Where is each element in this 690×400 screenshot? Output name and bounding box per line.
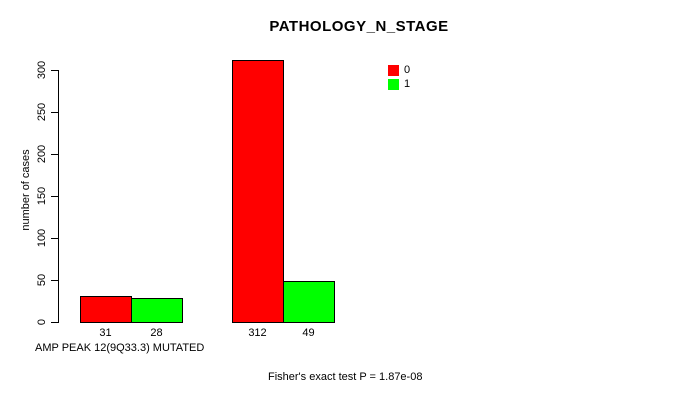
y-axis-tick-label: 250 — [36, 102, 48, 122]
y-axis-tick — [51, 238, 58, 239]
y-axis-tick-label: 0 — [36, 318, 48, 326]
bar-value-label: 31 — [99, 327, 112, 339]
stat-test-footnote: Fisher's exact test P = 1.87e-08 — [268, 371, 423, 383]
y-axis-tick — [51, 322, 58, 323]
y-axis-tick-label: 100 — [36, 228, 48, 248]
legend-item: 0 — [388, 63, 410, 77]
y-axis-tick — [51, 112, 58, 113]
y-axis-tick-label: 150 — [36, 186, 48, 206]
y-axis-label: number of cases — [20, 149, 32, 231]
bar-series-1-group-1 — [131, 298, 183, 323]
y-axis-line — [58, 70, 59, 323]
y-axis-tick-label: 50 — [36, 273, 48, 287]
legend-swatch-icon — [388, 78, 399, 90]
y-axis-tick-label: 200 — [36, 144, 48, 164]
bar-value-label: 312 — [248, 327, 267, 339]
y-axis-tick-label: 300 — [36, 60, 48, 80]
y-axis-tick — [51, 280, 58, 281]
x-axis-label: AMP PEAK 12(9Q33.3) MUTATED — [35, 342, 205, 354]
legend-label: 1 — [404, 77, 411, 90]
bar-value-label: 28 — [150, 327, 163, 339]
chart-title: PATHOLOGY_N_STAGE — [269, 18, 449, 35]
legend-swatch-icon — [388, 64, 399, 76]
y-axis-tick — [51, 196, 58, 197]
legend-item: 1 — [388, 77, 410, 91]
bar-value-label: 49 — [302, 327, 315, 339]
y-axis-tick — [51, 70, 58, 71]
y-axis-tick — [51, 154, 58, 155]
bar-series-0-group-1 — [80, 296, 132, 323]
bar-series-1-group-2 — [283, 281, 335, 323]
legend-label: 0 — [404, 63, 411, 76]
bar-series-0-group-2 — [232, 60, 284, 323]
